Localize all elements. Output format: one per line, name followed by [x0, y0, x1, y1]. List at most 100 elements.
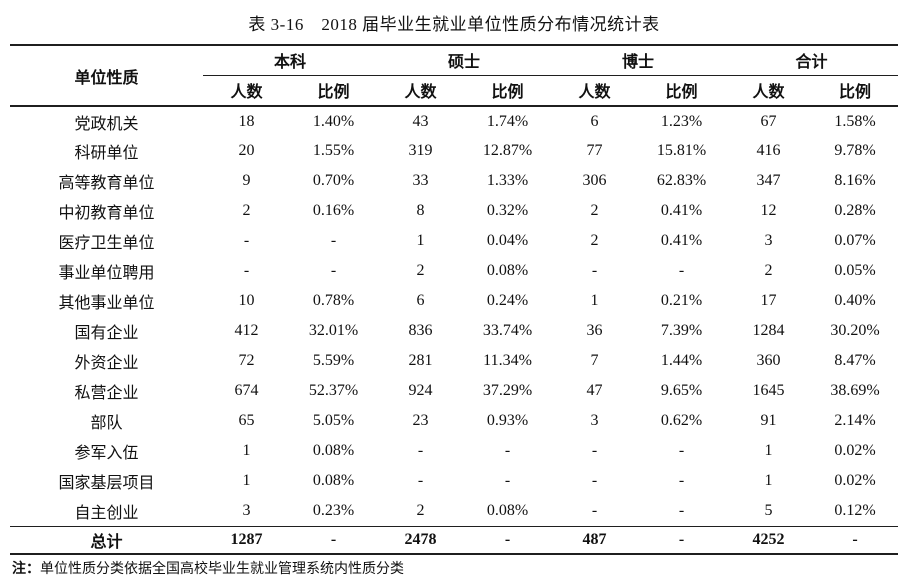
table-row: 科研单位 20 1.55% 319 12.87% 77 15.81% 416 9.78%	[10, 136, 898, 166]
cell-master-count: 836	[408, 322, 433, 339]
group-header-bachelor: 本科	[203, 45, 378, 76]
cell-master-count: -	[417, 472, 424, 489]
cell-bachelor-ratio: 1.40%	[312, 112, 355, 130]
table-row: 党政机关 18 1.40% 43 1.74% 6 1.23% 67 1.58%	[10, 106, 898, 136]
cell-bachelor-count: 2	[242, 202, 251, 219]
cell-bachelor-count: 412	[234, 322, 259, 339]
cell-bachelor-ratio: 0.08%	[312, 472, 355, 489]
cell-overall-count: 12	[760, 202, 777, 219]
cell-master-count: 43	[412, 112, 429, 130]
cell-master-ratio: 12.87%	[482, 142, 533, 159]
row-label: 党政机关	[74, 115, 139, 133]
cell-master-count: 2	[416, 501, 425, 519]
cell-overall-count: 1284	[752, 322, 785, 339]
cell-bachelor-ratio: 52.37%	[308, 382, 359, 399]
cell-master-ratio: 0.08%	[486, 262, 529, 279]
cell-overall-ratio: 8.16%	[834, 172, 876, 189]
row-label: 科研单位	[74, 145, 139, 162]
group-header-row: 单位性质 本科 硕士 博士 合计	[10, 45, 899, 107]
cell-doctor-ratio: -	[678, 442, 685, 459]
cell-bachelor-ratio: 0.23%	[312, 501, 355, 519]
cell-doctor-ratio: 0.21%	[660, 292, 703, 309]
cell-bachelor-count: 9	[242, 172, 251, 189]
cell-master-ratio: 37.29%	[482, 382, 533, 399]
cell-overall-ratio: 0.28%	[834, 202, 876, 219]
row-label: 自主创业	[74, 504, 139, 522]
cell-overall-count: 1	[764, 442, 773, 459]
table-row: 部队 65 5.05% 23 0.93% 3 0.62% 91 2.14%	[10, 406, 898, 436]
cell-bachelor-ratio: -	[330, 262, 337, 279]
cell-master-count: -	[417, 442, 424, 459]
cell-doctor-count: -	[591, 472, 598, 489]
cell-doctor-ratio: 7.39%	[660, 322, 703, 339]
cell-overall-count: 91	[760, 412, 777, 429]
total-cell-bachelor-count: 1287	[203, 525, 290, 555]
cell-bachelor-count: 72	[238, 352, 255, 369]
cell-master-ratio: -	[504, 472, 511, 489]
total-row-label: 总计	[10, 525, 203, 555]
table-row: 中初教育单位 2 0.16% 8 0.32% 2 0.41% 12 0.28%	[10, 196, 898, 226]
sub-header-master-count: 人数	[377, 75, 465, 107]
row-label: 医疗卫生单位	[58, 235, 155, 252]
sub-header-overall-count: 人数	[725, 75, 813, 107]
cell-bachelor-ratio: 1.55%	[312, 142, 355, 159]
cell-bachelor-ratio: -	[330, 232, 337, 249]
table-body: 党政机关 18 1.40% 43 1.74% 6 1.23% 67 1.58% 科研单位 20 1.5…	[10, 106, 898, 526]
cell-master-count: 924	[408, 382, 433, 399]
table-row: 外资企业 72 5.59% 281 11.34% 7 1.44% 360 8.47%	[10, 346, 898, 376]
total-cell-bachelor-ratio: -	[290, 525, 378, 555]
table-row: 事业单位聘用 - - 2 0.08% - - 2 0.05%	[10, 256, 898, 286]
cell-doctor-ratio: 0.62%	[660, 412, 703, 429]
row-label: 私营企业	[74, 385, 139, 402]
cell-overall-ratio: 0.02%	[834, 442, 876, 459]
cell-doctor-count: -	[591, 501, 598, 519]
total-cell-master-ratio: -	[464, 525, 552, 555]
cell-bachelor-ratio: 0.16%	[312, 202, 355, 219]
table-row: 国家基层项目 1 0.08% - - - - 1 0.02%	[10, 466, 898, 496]
cell-doctor-count: 36	[586, 322, 603, 339]
cell-overall-count: 347	[756, 172, 781, 189]
cell-bachelor-ratio: 32.01%	[308, 322, 359, 339]
table-row: 其他事业单位 10 0.78% 6 0.24% 1 0.21% 17 0.40%	[10, 286, 898, 316]
row-label: 外资企业	[74, 355, 139, 372]
group-header-doctor: 博士	[551, 45, 726, 76]
cell-doctor-count: 7	[590, 352, 599, 369]
group-header-overall: 合计	[725, 45, 899, 76]
footnote-label: 注：	[12, 562, 40, 577]
cell-doctor-ratio: 9.65%	[660, 382, 703, 399]
sub-header-doctor-count: 人数	[551, 75, 639, 107]
cell-overall-ratio: 0.07%	[834, 232, 876, 249]
sub-header-overall-ratio: 比例	[812, 75, 899, 107]
cell-overall-ratio: 0.02%	[834, 472, 876, 489]
cell-doctor-ratio: -	[678, 472, 685, 489]
cell-master-ratio: -	[504, 442, 511, 459]
cell-master-ratio: 0.04%	[486, 232, 529, 249]
cell-doctor-ratio: 15.81%	[656, 142, 707, 159]
cell-master-count: 6	[416, 292, 425, 309]
cell-overall-count: 5	[764, 501, 773, 519]
cell-master-ratio: 1.74%	[486, 112, 529, 130]
cell-doctor-ratio: 0.41%	[660, 202, 703, 219]
cell-doctor-count: 3	[590, 412, 599, 429]
total-cell-doctor-count: 487	[551, 525, 639, 555]
table-row: 医疗卫生单位 - - 1 0.04% 2 0.41% 3 0.07%	[10, 226, 898, 256]
cell-overall-ratio: 8.47%	[834, 352, 876, 369]
cell-overall-count: 67	[760, 112, 777, 130]
row-label: 参军入伍	[74, 445, 139, 462]
table-row: 高等教育单位 9 0.70% 33 1.33% 306 62.83% 347 8.16%	[10, 166, 898, 196]
total-cell-overall-count: 4252	[725, 525, 813, 555]
row-label: 中初教育单位	[58, 205, 155, 222]
cell-master-ratio: 0.24%	[486, 292, 529, 309]
table-row: 私营企业 674 52.37% 924 37.29% 47 9.65% 1645 38.69%	[10, 376, 898, 406]
cell-bachelor-count: -	[243, 232, 250, 249]
cell-master-ratio: 0.32%	[486, 202, 529, 219]
cell-bachelor-ratio: 0.78%	[312, 292, 355, 309]
cell-master-ratio: 0.93%	[486, 412, 529, 429]
cell-bachelor-count: -	[243, 262, 250, 279]
total-cell-doctor-ratio: -	[638, 525, 726, 555]
cell-bachelor-count: 1	[242, 472, 251, 489]
cell-bachelor-ratio: 5.59%	[312, 352, 355, 369]
cell-bachelor-count: 674	[234, 382, 259, 399]
cell-doctor-count: -	[591, 442, 598, 459]
